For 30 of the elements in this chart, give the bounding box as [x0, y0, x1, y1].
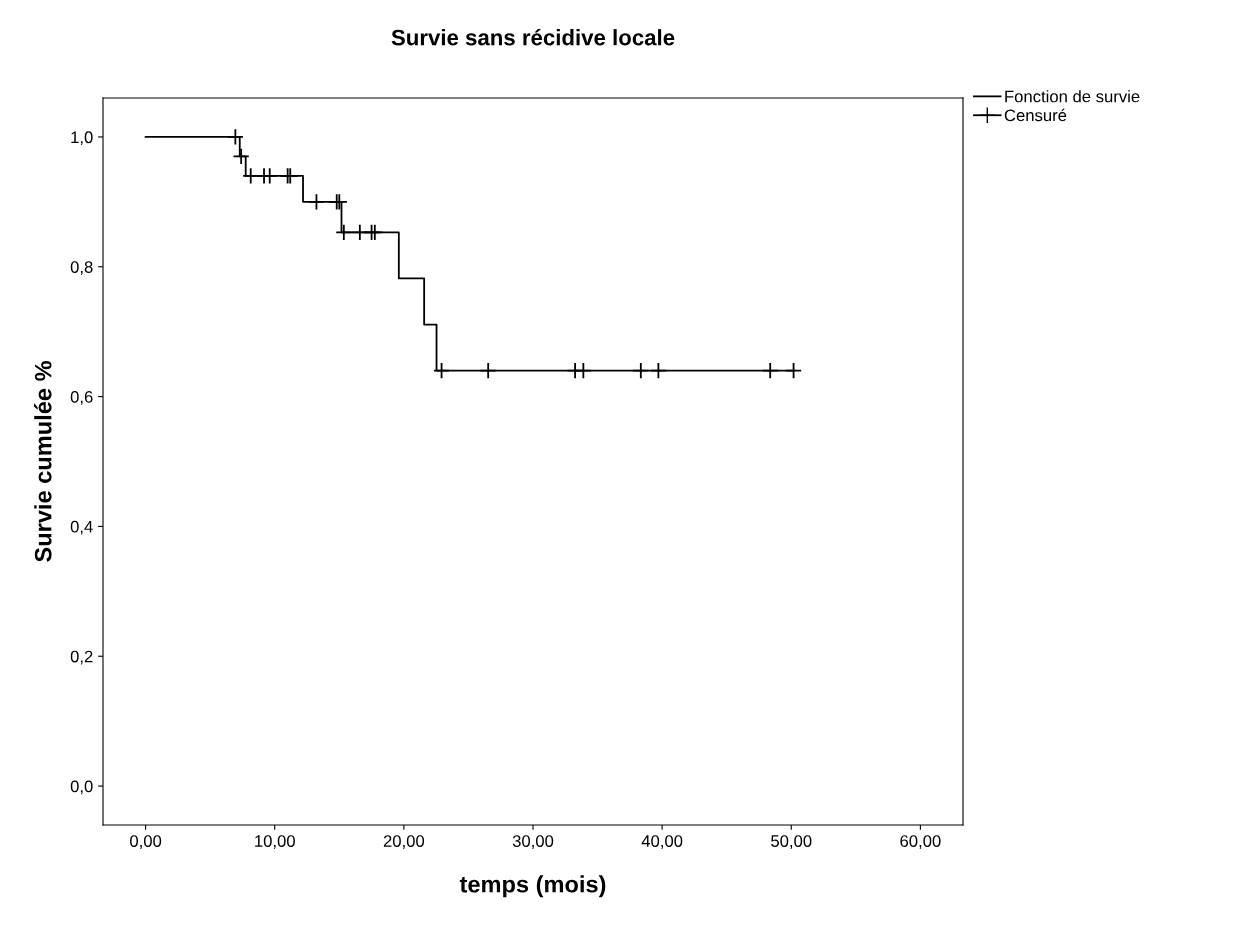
legend-label: Fonction de survie — [1005, 90, 1140, 103]
point — [785, 362, 803, 380]
point — [226, 128, 244, 146]
y-tick-label: 0,6 — [70, 390, 93, 405]
point — [335, 223, 353, 241]
y-tick-label: 1,0 — [71, 131, 93, 146]
x-tick-label: 0,00 — [130, 835, 162, 849]
x-tick-label: 40,00 — [641, 835, 683, 849]
x-tick-label: 10,00 — [255, 835, 295, 849]
x-tick-label: 50,00 — [771, 835, 812, 849]
x-tick-label: 30,00 — [512, 835, 554, 849]
point — [261, 167, 279, 185]
point — [649, 362, 667, 380]
point — [433, 362, 451, 380]
point — [761, 362, 779, 380]
y-tick-label: 0,4 — [70, 520, 93, 535]
x-tick-label: 60,00 — [900, 835, 941, 849]
y-tick-label: 0,8 — [70, 261, 93, 275]
y-tick-label: 0,0 — [70, 780, 93, 795]
point — [232, 147, 250, 165]
point — [574, 362, 592, 380]
x-axis-title: temps (mois) — [459, 875, 606, 898]
x-tick-label: 20,00 — [383, 835, 425, 849]
point — [307, 193, 325, 211]
y-axis-title: Survie cumulée % — [34, 361, 52, 562]
point — [632, 362, 650, 380]
point — [479, 362, 497, 380]
chart-title: Survie sans récidive locale — [391, 28, 675, 46]
y-tick-label: 0,2 — [70, 650, 93, 665]
legend-label: Censuré — [1004, 108, 1067, 122]
